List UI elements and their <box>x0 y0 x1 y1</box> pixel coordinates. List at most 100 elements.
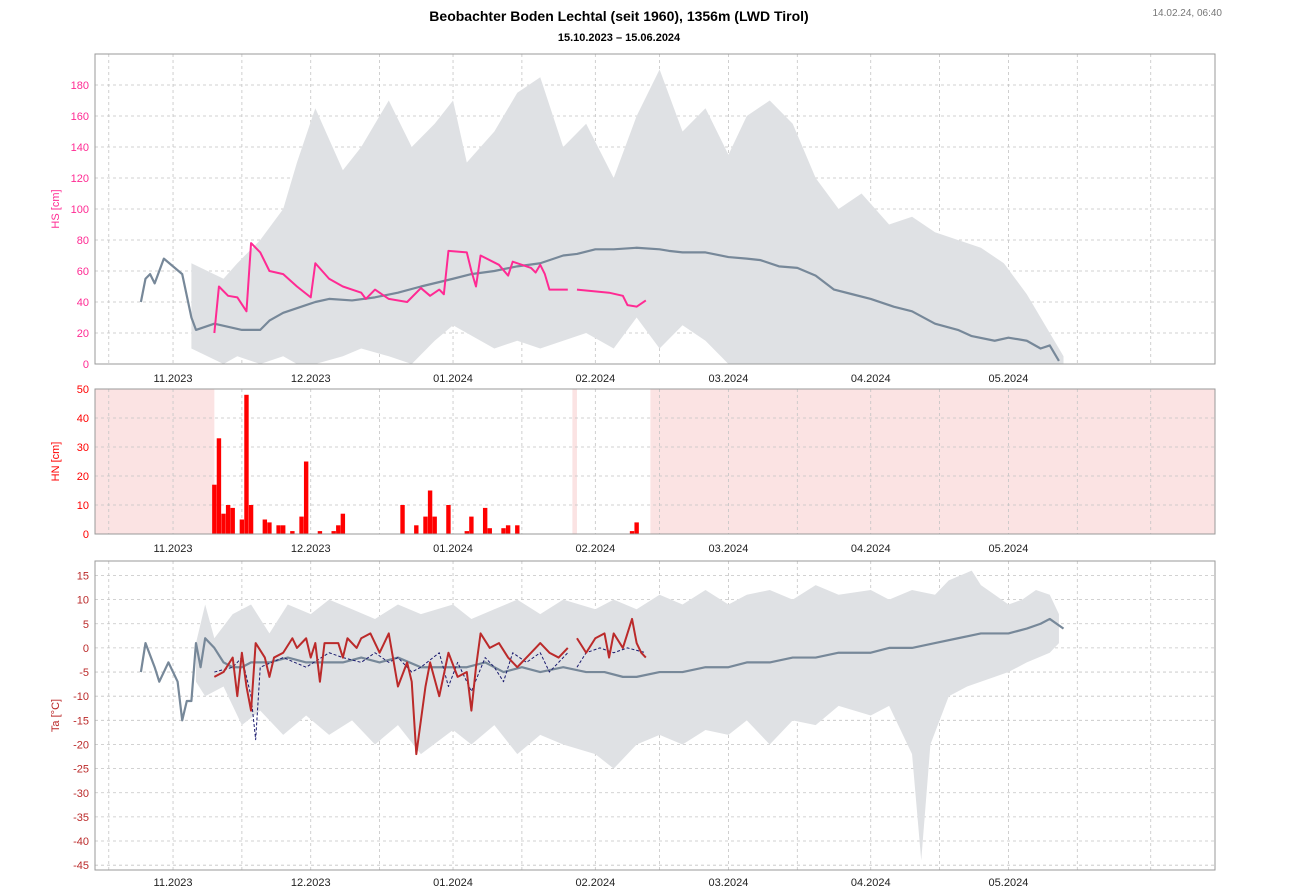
hn-bar <box>634 522 639 534</box>
hn-bar <box>501 528 506 534</box>
hs-y-tick-label: 180 <box>71 80 89 92</box>
hs-hs-line <box>576 288 647 308</box>
hn-bar <box>336 525 341 534</box>
hs-y-tick-label: 80 <box>77 235 89 247</box>
hs-y-tick-label: 20 <box>77 328 89 340</box>
ta-y-tick-label: -45 <box>73 860 89 872</box>
hn-bar <box>446 505 451 534</box>
hs-y-axis-label: HS [cm] <box>50 189 62 228</box>
hs-y-tick-label: 140 <box>71 142 89 154</box>
hn-y-tick-label: 10 <box>77 500 89 512</box>
hn-bar <box>225 505 231 534</box>
chart-subtitle: 15.10.2023 – 15.06.2024 <box>557 32 681 44</box>
hn-y-tick-label: 50 <box>77 384 89 396</box>
hn-bar <box>290 531 295 534</box>
hn-bar <box>317 531 323 534</box>
hs-x-tick-label: 04.2024 <box>851 373 891 385</box>
hn-y-tick-label: 40 <box>77 413 89 425</box>
hn-bar <box>515 525 520 534</box>
hn-bar <box>629 531 635 534</box>
hn-bar <box>267 522 272 534</box>
hn-bar <box>427 490 433 534</box>
ta-y-tick-label: -5 <box>79 667 89 679</box>
hn-no-data-region <box>572 389 577 534</box>
hn-x-tick-label: 11.2023 <box>154 543 193 555</box>
hn-bar <box>221 513 226 534</box>
ta-y-tick-label: -10 <box>73 691 89 703</box>
ta-y-axis-label: Ta [°C] <box>50 699 62 732</box>
hs-x-tick-label: 11.2023 <box>154 373 193 385</box>
hs-x-tick-label: 01.2024 <box>433 373 473 385</box>
timestamp: 14.02.24, 06:40 <box>1152 8 1222 19</box>
ta-panel: 15 10 5 0 -5 -10 -15 -20 -25 -30 -35 -40 -45 Ta [°C] 1… <box>50 560 1216 889</box>
hn-bar <box>331 531 336 534</box>
ta-y-tick-label: -40 <box>73 836 89 848</box>
ta-x-tick-label: 05.2024 <box>989 877 1029 889</box>
hn-bar <box>464 531 470 534</box>
ta-x-tick-label: 11.2023 <box>154 877 193 889</box>
hs-x-tick-label: 12.2023 <box>291 373 331 385</box>
hn-x-tick-label: 05.2024 <box>989 543 1029 555</box>
ta-ta_min-line <box>214 652 569 741</box>
hs-x-tick-label: 02.2024 <box>575 373 615 385</box>
hn-bar <box>414 525 419 534</box>
hs-y-tick-label: 160 <box>71 111 89 123</box>
ta-y-tick-label: 15 <box>77 570 89 582</box>
hs-panel: 0 20 40 60 80 100 120 140 160 180 HS [cm] 11.2023 12… <box>50 53 1216 385</box>
hn-no-data-region <box>650 389 1215 534</box>
ta-ta-line <box>213 632 569 756</box>
ta-y-tick-label: 0 <box>83 643 89 655</box>
hs-y-tick-label: 40 <box>77 297 89 309</box>
hs-x-tick-label: 03.2024 <box>709 373 749 385</box>
ta-y-tick-label: -30 <box>73 788 89 800</box>
hn-x-tick-label: 01.2024 <box>433 543 473 555</box>
ta-y-tick-label: 5 <box>83 619 89 631</box>
hs-y-tick-label: 120 <box>71 173 89 185</box>
hn-no-data-region <box>95 389 215 534</box>
ta-x-tick-label: 03.2024 <box>709 877 749 889</box>
hn-bar <box>299 516 304 534</box>
hn-bar <box>216 438 222 534</box>
hs-frame <box>94 53 1216 365</box>
hs-hs-line <box>213 242 568 334</box>
hs-y-tick-label: 100 <box>71 204 89 216</box>
hn-bar <box>469 516 474 534</box>
hn-bar <box>262 519 268 534</box>
ta-x-tick-label: 12.2023 <box>291 877 331 889</box>
ta-median-line <box>139 617 1065 722</box>
ta-y-tick-label: 10 <box>77 595 89 607</box>
hn-frame <box>94 388 1216 535</box>
hn-bar <box>230 507 235 534</box>
ta-frame <box>94 560 1216 871</box>
hs-x-tick-label: 05.2024 <box>989 373 1029 385</box>
hn-x-tick-label: 03.2024 <box>709 543 749 555</box>
hn-y-tick-label: 20 <box>77 471 89 483</box>
hn-bar <box>280 525 286 534</box>
hn-bar <box>340 513 346 534</box>
hn-x-tick-label: 12.2023 <box>291 543 331 555</box>
hn-bar <box>276 525 281 534</box>
ta-band <box>195 570 1059 861</box>
hn-panel: 0 10 20 30 40 50 HN [cm] 11.2023 12.2023 01.2024 0… <box>50 384 1216 555</box>
ta-y-tick-label: -20 <box>73 739 89 751</box>
hn-y-tick-label: 0 <box>83 529 89 541</box>
hn-bar <box>248 505 254 534</box>
hn-bar <box>400 505 405 534</box>
hn-bar <box>423 516 428 534</box>
hn-bar <box>432 516 437 534</box>
hs-median-line <box>139 246 1060 362</box>
hn-bar <box>505 525 511 534</box>
hn-bar <box>244 394 249 534</box>
hn-bar <box>212 484 217 534</box>
hn-bar <box>487 528 492 534</box>
ta-y-tick-label: -15 <box>73 715 89 727</box>
ta-y-tick-label: -35 <box>73 812 89 824</box>
hn-bar <box>303 461 309 534</box>
ta-y-tick-label: -25 <box>73 764 89 776</box>
hn-x-tick-label: 04.2024 <box>851 543 891 555</box>
ta-x-tick-label: 04.2024 <box>851 877 891 889</box>
chart-title: Beobachter Boden Lechtal (seit 1960), 13… <box>429 8 809 24</box>
hs-y-tick-label: 0 <box>83 359 89 371</box>
hn-x-tick-label: 02.2024 <box>575 543 615 555</box>
